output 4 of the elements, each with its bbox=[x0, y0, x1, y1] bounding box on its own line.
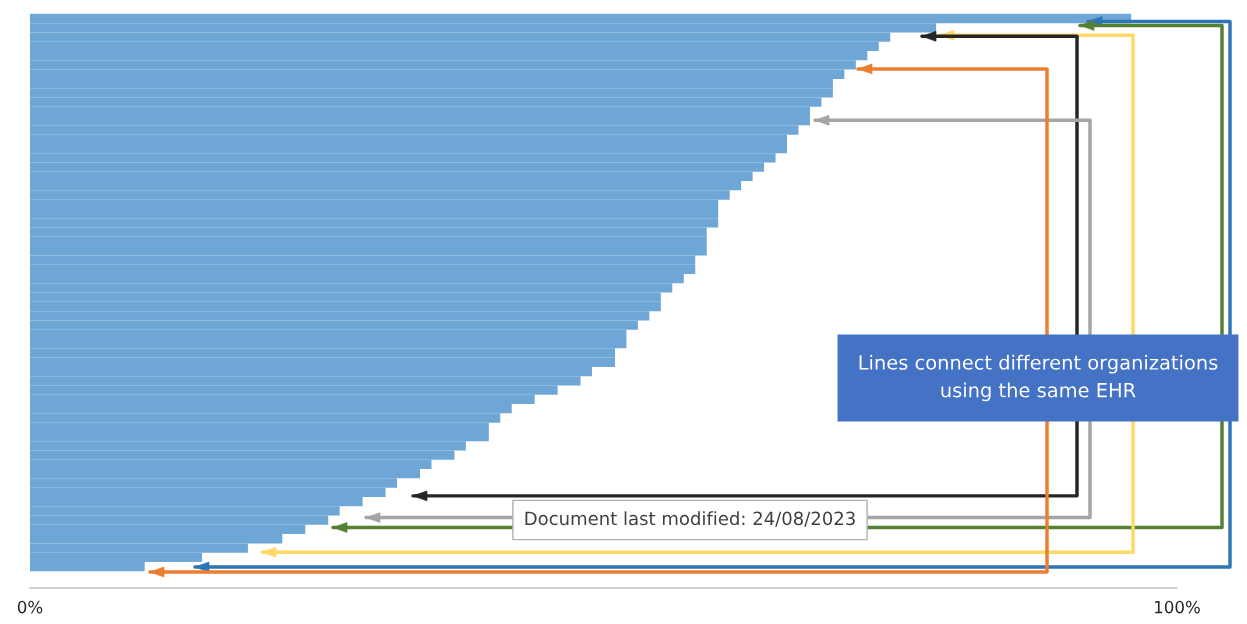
annotation: Document last modified: 24/08/2023 bbox=[525, 511, 855, 527]
x-tick-label: 0% bbox=[17, 600, 43, 614]
annotation: Lines connect different organizations using the same EHR bbox=[859, 354, 1218, 402]
x-tick-label: 100% bbox=[1155, 600, 1200, 614]
